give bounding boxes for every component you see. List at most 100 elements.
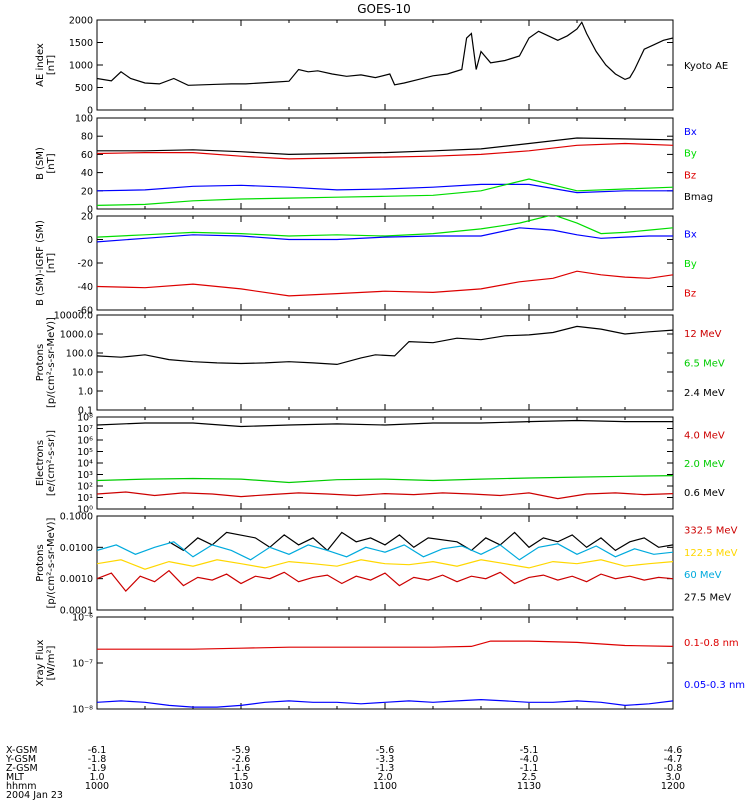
footer-value: -5.1 — [520, 745, 539, 756]
footer-value: -1.3 — [376, 763, 395, 774]
y-tick-label: 10⁰ — [77, 505, 93, 516]
footer-value: -1.6 — [232, 763, 251, 774]
y-tick-label: 10⁻⁸ — [72, 705, 93, 716]
series-group — [97, 137, 673, 206]
panel-protons_hi: 0.1 1.0 10.0 100.0 1000.0 10000.0 Protons [p/(c… — [35, 311, 725, 417]
series-bdiff-1 — [97, 227, 673, 243]
series-protons_hi-0 — [97, 325, 673, 366]
legend-entry: Bx — [684, 230, 697, 241]
series-protons_lo-2 — [97, 559, 673, 570]
series-electrons-2 — [97, 491, 673, 500]
y-tick-label: 10⁴ — [77, 459, 93, 470]
footer-value: 1100 — [373, 781, 397, 792]
series-ae-0 — [97, 21, 673, 86]
footer-value: -1.1 — [520, 763, 539, 774]
y-tick-label: 60 — [81, 150, 93, 161]
y-tick-label: 1000.0 — [60, 330, 93, 341]
y-axis-label: [nT] — [46, 55, 57, 75]
series-group — [97, 216, 673, 297]
footer-value: 1030 — [229, 781, 253, 792]
legend-entry: Bz — [684, 170, 696, 181]
series-b-1 — [97, 142, 673, 160]
footer-value: 2.0 — [377, 772, 392, 783]
panel-frame — [96, 416, 674, 510]
y-tick-label: 10⁷ — [77, 424, 93, 435]
footer-value: -4.0 — [520, 754, 539, 765]
legend-entry: 2.4 MeV — [684, 388, 725, 399]
legend-entry: 332.5 MeV — [684, 525, 738, 536]
panel-bdiff: -60 -40 -20 0 20 B (SM)-IGRF (SM) [nT] Bx By Bz — [35, 212, 697, 317]
series-protons_lo-0 — [168, 531, 673, 552]
footer-value: -0.8 — [664, 763, 683, 774]
y-tick-label: 100.0 — [66, 349, 93, 360]
y-tick-label: 20 — [81, 186, 93, 197]
series-b-3 — [97, 178, 673, 206]
footer-row-label: MLT — [6, 772, 24, 783]
footer-row-label: X-GSM — [6, 745, 37, 756]
series-protons_lo-1 — [97, 541, 673, 561]
y-tick-label: 1.0 — [78, 387, 93, 398]
series-b-2 — [97, 183, 673, 194]
y-tick-label: 0 — [87, 106, 93, 117]
legend-entry: 0.1-0.8 nm — [684, 638, 739, 649]
y-axis-label: AE index — [35, 43, 46, 87]
y-tick-label: 10000.0 — [54, 311, 93, 322]
y-tick-label: 0.1 — [78, 406, 93, 417]
footer-value: -1.8 — [88, 754, 107, 765]
y-tick-label: 40 — [81, 168, 93, 179]
y-tick-label: 10⁻⁷ — [72, 659, 93, 670]
legend-entry: 0.6 MeV — [684, 488, 725, 499]
series-xray-1 — [97, 698, 673, 708]
y-tick-label: 0.0010 — [60, 574, 93, 585]
y-tick-label: 0.0100 — [60, 543, 93, 554]
y-tick-label: 500 — [75, 83, 93, 94]
panel-b: 0 20 40 60 80 100 B (SM) [nT] Bx By Bz Bmag — [35, 114, 713, 216]
series-bdiff-2 — [97, 270, 673, 297]
legend-entry: 2.0 MeV — [684, 459, 725, 470]
y-tick-label: 10⁶ — [77, 436, 93, 447]
footer-value: -2.6 — [232, 754, 251, 765]
footer-value: 3.0 — [665, 772, 680, 783]
legend-entry: Bz — [684, 288, 696, 299]
series-group — [97, 640, 673, 708]
panel-frame — [96, 117, 674, 210]
footer-value: -4.6 — [664, 745, 683, 756]
legend-entry: 60 MeV — [684, 570, 722, 581]
series-group — [97, 419, 673, 500]
y-tick-label: 2000 — [69, 16, 93, 27]
y-axis-label: [nT] — [46, 253, 57, 273]
series-group — [97, 21, 673, 86]
y-axis-label: Xray Flux — [35, 639, 46, 686]
panel-frame — [96, 515, 674, 611]
y-axis-label: [p/(cm²-s-sr-MeV)] — [46, 317, 57, 408]
y-axis-label: Electrons — [35, 440, 46, 486]
y-tick-label: 1500 — [69, 38, 93, 49]
legend-entry: Kyoto AE — [684, 61, 728, 72]
y-tick-label: 10⁵ — [77, 447, 93, 458]
legend-entry: 12 MeV — [684, 329, 722, 340]
y-axis-label: B (SM) — [35, 147, 46, 180]
legend-entry: 122.5 MeV — [684, 548, 738, 559]
footer-value: -3.3 — [376, 754, 395, 765]
footer-row-label: 2004 Jan 23 — [6, 790, 63, 800]
panel-ae: 0 500 1000 1500 2000 AE index [nT] Kyoto AE — [35, 16, 728, 117]
footer-row-label: Y-GSM — [5, 754, 36, 765]
y-axis-label: B (SM)-IGRF (SM) — [35, 220, 46, 306]
series-protons_lo-3 — [97, 569, 673, 593]
footer-value: 1.5 — [233, 772, 248, 783]
footer-value: -6.1 — [88, 745, 107, 756]
panel-protons_lo: 0.0001 0.0010 0.0100 0.1000 Protons [p/(cm²-s… — [35, 512, 738, 617]
legend-entry: 4.0 MeV — [684, 430, 725, 441]
legend-entry: By — [684, 149, 697, 160]
y-tick-label: 0 — [87, 205, 93, 216]
legend-entry: Bx — [684, 127, 697, 138]
y-tick-label: 10¹ — [77, 493, 93, 504]
series-group — [97, 531, 673, 593]
panel-frame — [96, 616, 674, 710]
footer-row-label: Z-GSM — [6, 763, 38, 774]
footer-value: 2.5 — [521, 772, 536, 783]
panel-frame — [96, 215, 674, 311]
y-tick-label: 0 — [87, 235, 93, 246]
